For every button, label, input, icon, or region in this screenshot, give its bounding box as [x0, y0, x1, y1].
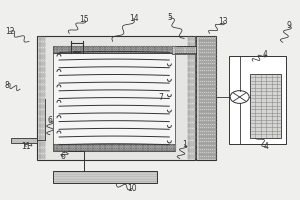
Bar — [172, 46, 196, 54]
Bar — [37, 36, 195, 160]
Bar — [53, 171, 158, 183]
Text: 5: 5 — [167, 13, 172, 22]
Bar — [250, 74, 281, 138]
Bar — [196, 36, 216, 160]
Text: 14: 14 — [129, 14, 138, 23]
Text: 11: 11 — [21, 142, 31, 151]
Text: 4: 4 — [262, 50, 267, 59]
Text: 8: 8 — [4, 81, 9, 90]
Bar — [53, 144, 176, 151]
Text: 6: 6 — [47, 116, 52, 125]
Text: 1: 1 — [182, 140, 187, 149]
Text: 10: 10 — [127, 184, 137, 193]
Text: 7: 7 — [158, 93, 163, 102]
Text: 15: 15 — [80, 15, 89, 24]
Bar — [53, 53, 176, 144]
Bar — [11, 138, 37, 143]
Text: 12: 12 — [5, 27, 14, 36]
Text: 13: 13 — [218, 17, 228, 26]
Bar — [53, 46, 176, 53]
Text: 9: 9 — [286, 21, 291, 30]
Text: 6: 6 — [61, 152, 66, 161]
Bar — [229, 56, 286, 144]
Text: 4: 4 — [264, 142, 269, 151]
